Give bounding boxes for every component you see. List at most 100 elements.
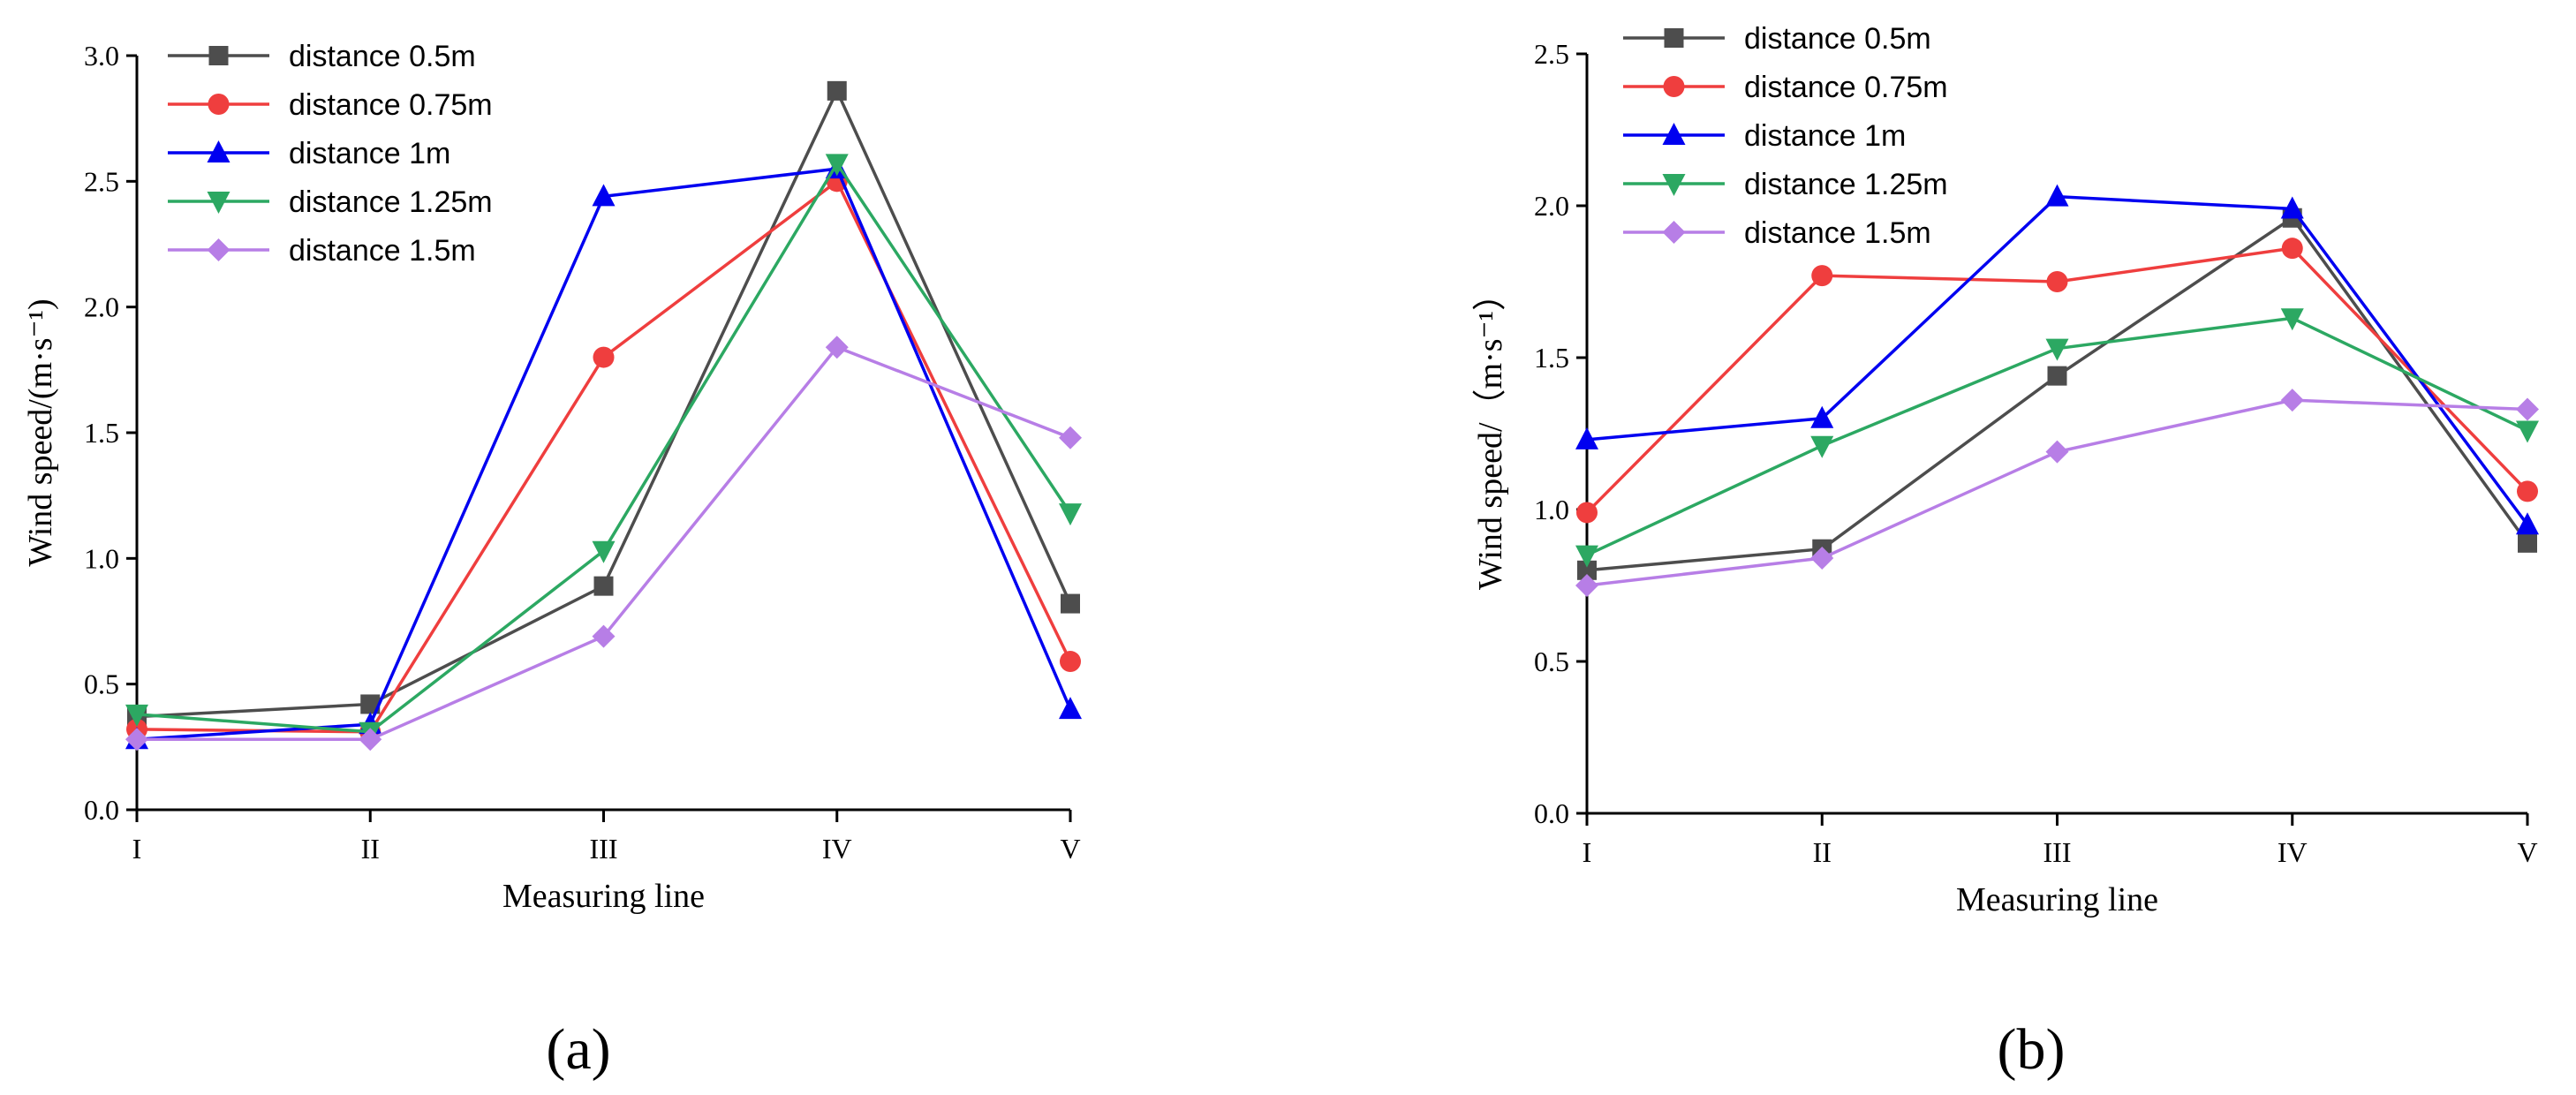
data-point bbox=[2280, 308, 2304, 331]
data-point bbox=[1575, 545, 1598, 568]
data-point bbox=[1575, 574, 1598, 597]
panel-label: (a) bbox=[546, 1017, 610, 1082]
data-point bbox=[125, 728, 148, 751]
x-tick-label: I bbox=[1583, 836, 1592, 868]
data-point bbox=[1059, 426, 1082, 449]
y-tick-label: 2.0 bbox=[1534, 190, 1569, 222]
x-tick-label: II bbox=[1813, 836, 1832, 868]
y-tick-label: 0.5 bbox=[1534, 646, 1569, 677]
x-tick-label: IV bbox=[822, 833, 852, 865]
legend-label: distance 1.25m bbox=[289, 185, 493, 219]
y-tick-label: 2.5 bbox=[1534, 38, 1569, 70]
data-point bbox=[2045, 338, 2069, 361]
series-line bbox=[1586, 215, 2529, 572]
legend-label: distance 1m bbox=[1744, 119, 1906, 153]
series-2 bbox=[1575, 184, 2539, 535]
legend-item: distance 1.5m bbox=[1623, 216, 1931, 250]
y-tick-label: 1.5 bbox=[1534, 342, 1569, 374]
series-0 bbox=[1577, 208, 2537, 580]
legend-marker bbox=[208, 94, 230, 115]
legend-item: distance 1.25m bbox=[1623, 168, 1948, 201]
legend-item: distance 1m bbox=[1623, 119, 1906, 153]
x-axis-title: Measuring line bbox=[502, 878, 705, 915]
data-point bbox=[2045, 184, 2069, 207]
legend-item: distance 0.5m bbox=[168, 40, 476, 73]
legend-marker bbox=[207, 238, 230, 261]
data-point bbox=[825, 154, 849, 177]
data-point bbox=[593, 346, 615, 368]
data-point bbox=[125, 704, 148, 727]
legend-label: distance 0.75m bbox=[289, 88, 493, 122]
legend-item: distance 0.5m bbox=[1623, 22, 1931, 56]
x-tick-label: V bbox=[1060, 833, 1080, 865]
legend-item: distance 1.25m bbox=[168, 185, 493, 219]
y-tick-label: 1.0 bbox=[1534, 494, 1569, 525]
data-point bbox=[1061, 593, 1080, 614]
data-point bbox=[2516, 420, 2539, 443]
data-point bbox=[1575, 427, 1598, 449]
data-point bbox=[1059, 503, 1082, 526]
series-4 bbox=[1575, 389, 2539, 597]
data-point bbox=[1060, 651, 1081, 673]
y-tick-label: 1.5 bbox=[84, 417, 119, 449]
data-point bbox=[1576, 502, 1598, 524]
legend-label: distance 0.5m bbox=[1744, 22, 1931, 56]
legend-label: distance 1.25m bbox=[1744, 168, 1948, 201]
legend-label: distance 0.5m bbox=[289, 40, 476, 73]
legend-item: distance 1.5m bbox=[168, 234, 476, 268]
y-tick-label: 2.0 bbox=[84, 291, 119, 323]
panel-a: 0.00.51.01.52.02.53.0I II III IV VMeasuring … bbox=[22, 40, 1082, 1082]
data-point bbox=[360, 694, 381, 714]
series-2 bbox=[125, 156, 1082, 750]
y-tick-label: 0.0 bbox=[84, 794, 119, 826]
data-point bbox=[592, 184, 616, 207]
x-tick-label: III bbox=[2043, 836, 2072, 868]
data-point bbox=[2280, 196, 2304, 219]
legend-item: distance 0.75m bbox=[168, 88, 493, 122]
panel-label: (b) bbox=[1998, 1017, 2066, 1082]
data-point bbox=[2280, 389, 2304, 412]
x-tick-label: V bbox=[2517, 836, 2537, 868]
series-3 bbox=[1575, 308, 2539, 568]
legend-label: distance 1m bbox=[289, 137, 450, 170]
data-point bbox=[2517, 480, 2538, 502]
data-point bbox=[592, 540, 616, 563]
data-point bbox=[2045, 440, 2069, 464]
y-axis-title: Wind speed/（m·s⁻¹） bbox=[1472, 277, 1509, 590]
legend-marker bbox=[1662, 123, 1686, 145]
y-tick-label: 3.0 bbox=[84, 40, 119, 72]
data-point bbox=[2518, 532, 2537, 553]
data-point bbox=[2047, 366, 2067, 386]
legend-item: distance 0.75m bbox=[1623, 71, 1948, 104]
legend-label: distance 0.75m bbox=[1744, 71, 1948, 104]
data-point bbox=[827, 80, 847, 101]
data-point bbox=[592, 624, 616, 648]
data-point bbox=[1811, 265, 1833, 287]
legend-marker bbox=[1664, 28, 1684, 48]
series-4 bbox=[125, 336, 1082, 751]
x-tick-label: I bbox=[132, 833, 142, 865]
legend-marker bbox=[1662, 174, 1686, 196]
series-line bbox=[136, 178, 1072, 734]
legend: distance 0.5m distance 0.75m distance 1m di… bbox=[1623, 22, 1948, 250]
legend-marker bbox=[207, 140, 230, 162]
y-tick-label: 2.5 bbox=[84, 165, 119, 197]
data-point bbox=[825, 336, 849, 359]
data-point bbox=[593, 576, 614, 596]
data-point bbox=[1577, 560, 1597, 580]
data-point bbox=[1810, 405, 1834, 428]
y-axis-title: Wind speed/(m·s⁻¹) bbox=[22, 298, 59, 566]
y-tick-label: 0.5 bbox=[84, 668, 119, 700]
data-point bbox=[2516, 397, 2539, 421]
legend-label: distance 1.5m bbox=[289, 234, 476, 268]
x-tick-label: IV bbox=[2278, 836, 2308, 868]
series-1 bbox=[126, 170, 1081, 743]
y-tick-label: 0.0 bbox=[1534, 797, 1569, 829]
data-point bbox=[2516, 512, 2539, 535]
x-axis-title: Measuring line bbox=[1956, 881, 2158, 918]
legend-label: distance 1.5m bbox=[1744, 216, 1931, 250]
legend-marker bbox=[1663, 76, 1685, 97]
series-1 bbox=[1576, 238, 2538, 524]
legend-item: distance 1m bbox=[168, 137, 450, 170]
